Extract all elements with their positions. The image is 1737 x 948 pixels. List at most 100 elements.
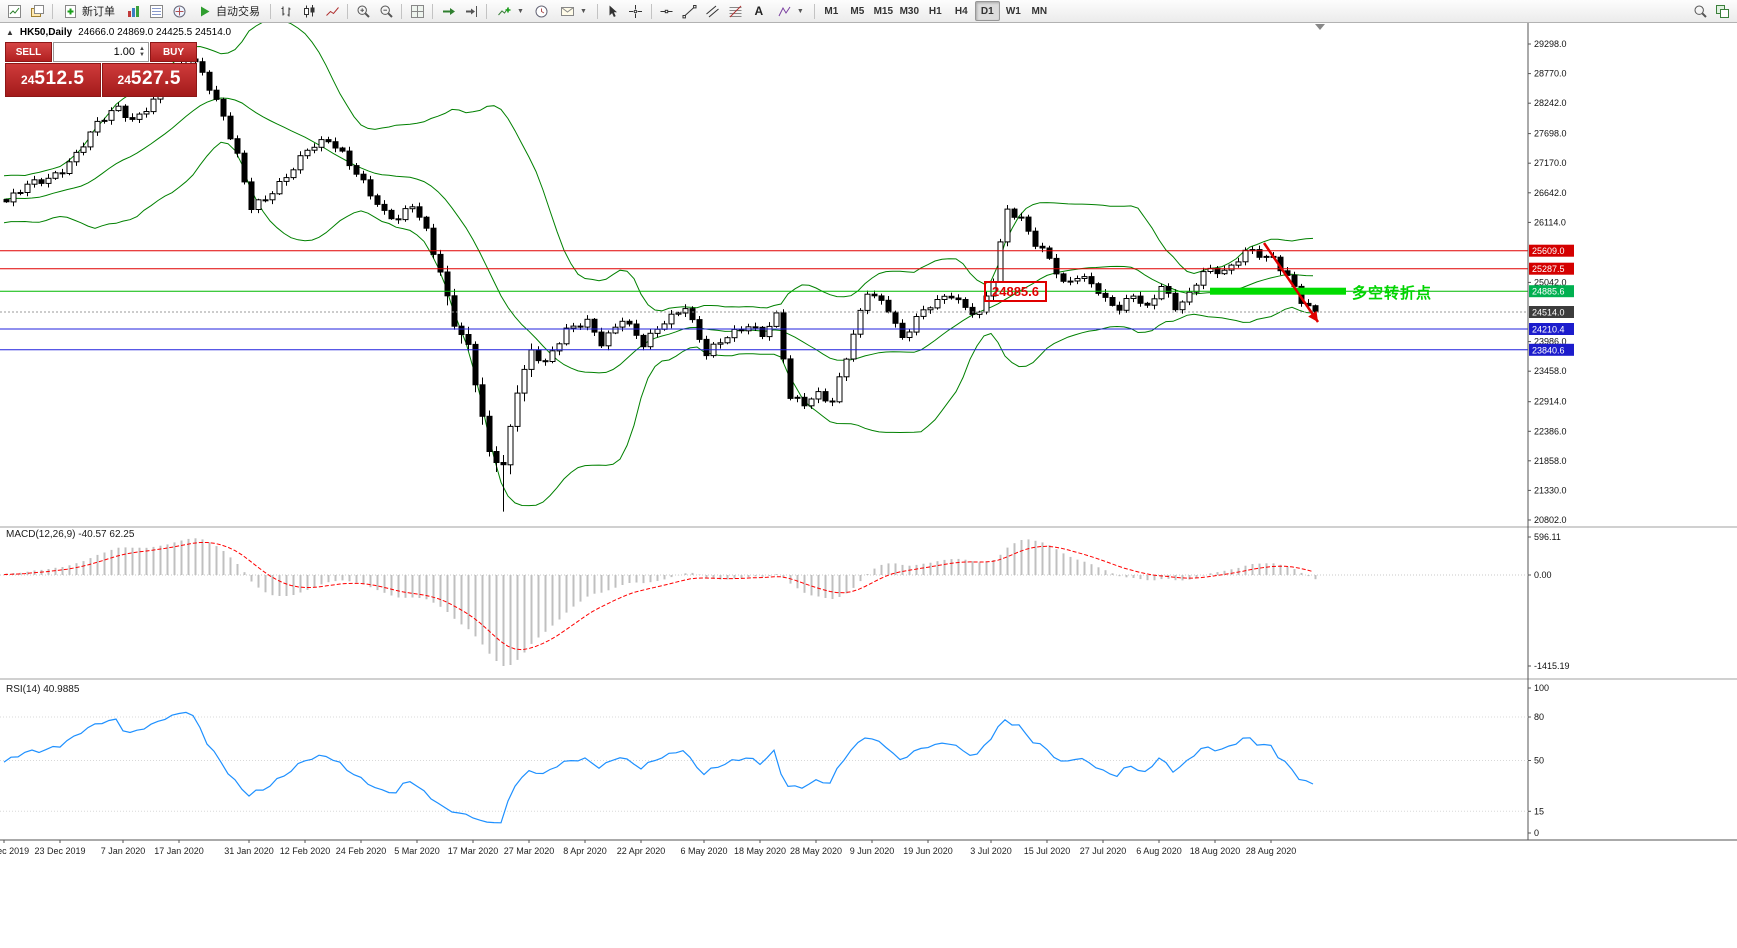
zoom-in-icon <box>357 5 370 18</box>
date-label: 23 Dec 2019 <box>34 846 85 856</box>
alerts-button[interactable] <box>531 1 553 21</box>
channel-icon <box>706 5 720 17</box>
toolbar-separator <box>347 3 348 19</box>
indicators-button[interactable]: ▼ <box>491 1 530 21</box>
candlestick-type-button[interactable] <box>298 1 320 21</box>
timeframe-m15[interactable]: M15 <box>873 5 894 17</box>
date-label: 6 May 2020 <box>680 846 727 856</box>
date-label: 8 Apr 2020 <box>563 846 607 856</box>
buy-price-button[interactable]: 24 527.5 <box>101 63 197 97</box>
fibonacci-tool-button[interactable] <box>725 1 747 21</box>
text-tool-label: A <box>754 4 764 18</box>
cursor-tool-button[interactable] <box>602 1 624 21</box>
timeframe-d1[interactable]: D1 <box>974 1 1000 21</box>
svg-text:28770.0: 28770.0 <box>1534 69 1567 79</box>
envelope-icon <box>560 6 574 16</box>
timeframe-w1[interactable]: W1 <box>1005 5 1021 17</box>
macd-scale-label: 596.11 <box>1534 532 1561 542</box>
bar-chart-type-button[interactable] <box>275 1 297 21</box>
sell-price-button[interactable]: 24 512.5 <box>5 63 101 97</box>
rsi-scale-label: 15 <box>1534 806 1544 816</box>
horizontal-line-tool-button[interactable] <box>656 1 678 21</box>
auto-scroll-button[interactable] <box>437 1 459 21</box>
zoom-out-button[interactable] <box>375 1 397 21</box>
timeframe-m30[interactable]: M30 <box>899 5 920 17</box>
timeframe-mn[interactable]: MN <box>1031 5 1048 17</box>
svg-text:26114.0: 26114.0 <box>1534 217 1566 227</box>
timeframe-m1[interactable]: M1 <box>824 5 839 17</box>
svg-text:23458.0: 23458.0 <box>1534 366 1567 376</box>
macd-histogram <box>5 538 1317 666</box>
new-chart-button[interactable] <box>3 1 25 21</box>
toolbar-separator <box>270 3 271 19</box>
navigator-button[interactable] <box>168 1 190 21</box>
bollinger-middle <box>3 97 1314 374</box>
price-scale-badges: 25609.0 25287.5 24885.6 24514.0 24210.4 23840… <box>1529 244 1574 356</box>
rsi-scale-label: 80 <box>1534 712 1544 722</box>
turning-point-line[interactable] <box>1210 287 1346 295</box>
time-scale[interactable]: 11 Dec 2019 23 Dec 2019 7 Jan 2020 17 Jan 2… <box>0 840 1296 856</box>
turning-point-label[interactable]: 多空转折点 <box>1352 285 1433 302</box>
tile-windows-button[interactable] <box>406 1 428 21</box>
date-label: 15 Jul 2020 <box>1024 846 1071 856</box>
toolbar-separator <box>813 3 815 19</box>
market-watch-button[interactable] <box>122 1 144 21</box>
timeframe-h4[interactable]: H4 <box>954 5 968 17</box>
crosshair-tool-button[interactable] <box>625 1 647 21</box>
svg-text:29298.0: 29298.0 <box>1534 39 1567 49</box>
svg-text:22914.0: 22914.0 <box>1534 397 1567 407</box>
chart-windows-button[interactable] <box>1711 1 1733 21</box>
date-label: 18 May 2020 <box>734 846 786 856</box>
date-label: 27 Mar 2020 <box>504 846 555 856</box>
zoom-in-button[interactable] <box>352 1 374 21</box>
price-chart[interactable]: 29298.0 28770.0 28242.0 27698.0 27170.0 26642… <box>0 23 1737 948</box>
news-button[interactable]: ▼ <box>554 1 593 21</box>
sell-button[interactable]: SELL <box>5 42 52 62</box>
price-scale[interactable]: 29298.0 28770.0 28242.0 27698.0 27170.0 26642… <box>1528 39 1567 525</box>
timeframe-m5[interactable]: M5 <box>850 5 865 17</box>
date-label: 9 Jun 2020 <box>850 846 895 856</box>
spinner-down-icon[interactable]: ▼ <box>139 52 145 58</box>
date-label: 17 Mar 2020 <box>448 846 499 856</box>
date-label: 28 Aug 2020 <box>1246 846 1297 856</box>
candlestick-type-icon <box>303 4 314 17</box>
volume-spinner[interactable]: ▲ ▼ <box>139 46 145 58</box>
rsi-scale-label: 50 <box>1534 756 1544 766</box>
spinner-up-icon[interactable]: ▲ <box>139 46 145 52</box>
navigator-icon <box>173 5 185 17</box>
algo-trading-icon <box>201 6 210 16</box>
date-label: 31 Jan 2020 <box>224 846 274 856</box>
chart-area: 29298.0 28770.0 28242.0 27698.0 27170.0 26642… <box>0 23 1737 948</box>
line-chart-type-button[interactable] <box>321 1 343 21</box>
line-chart-type-icon <box>325 6 339 16</box>
buy-button[interactable]: BUY <box>150 42 197 62</box>
volume-input[interactable]: 1.00 ▲ ▼ <box>53 42 149 62</box>
new-order-button[interactable]: 新订单 <box>57 1 121 21</box>
svg-text:24885.6: 24885.6 <box>1532 287 1565 297</box>
trendline-tool-button[interactable] <box>679 1 701 21</box>
svg-text:20802.0: 20802.0 <box>1534 515 1567 525</box>
profiles-button[interactable] <box>26 1 48 21</box>
chevron-down-icon: ▼ <box>796 7 804 15</box>
trendline-icon <box>682 4 697 18</box>
svg-text:23986.0: 23986.0 <box>1534 337 1567 347</box>
chart-shift-button[interactable] <box>460 1 482 21</box>
crosshair-icon <box>629 4 643 18</box>
algo-trading-button[interactable]: 自动交易 <box>191 1 266 21</box>
toolbar-right-group <box>1689 1 1733 21</box>
date-label: 17 Jan 2020 <box>154 846 204 856</box>
macd-scale-label: -1415.19 <box>1534 661 1570 671</box>
trend-arrow-line[interactable] <box>1262 242 1320 323</box>
shapes-tool-button[interactable]: ▼ <box>771 1 810 21</box>
one-click-panel-toggle-icon[interactable]: ▲ <box>6 28 14 37</box>
timeframe-h1[interactable]: H1 <box>928 5 942 17</box>
search-icon <box>1694 5 1707 18</box>
search-button[interactable] <box>1689 1 1711 21</box>
chart-shift-marker[interactable] <box>1315 24 1325 30</box>
date-label: 27 Jul 2020 <box>1080 846 1127 856</box>
data-window-button[interactable] <box>145 1 167 21</box>
price-annotation-box[interactable]: 24885.6 <box>984 281 1047 302</box>
text-tool-button[interactable]: A <box>748 1 770 21</box>
svg-text:26642.0: 26642.0 <box>1534 188 1567 198</box>
channel-tool-button[interactable] <box>702 1 724 21</box>
